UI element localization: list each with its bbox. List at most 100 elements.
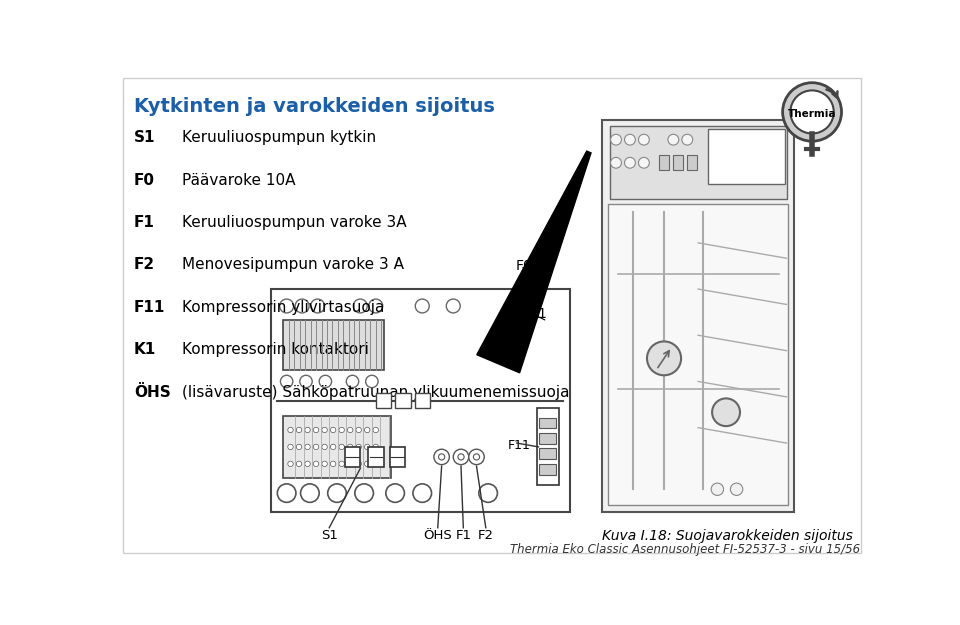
Circle shape — [446, 299, 460, 313]
Text: F1: F1 — [455, 529, 471, 542]
Circle shape — [468, 449, 484, 464]
Circle shape — [611, 158, 621, 168]
Circle shape — [750, 158, 761, 168]
Circle shape — [765, 158, 777, 168]
Text: Päävaroke 10A: Päävaroke 10A — [182, 173, 296, 188]
Circle shape — [297, 428, 301, 432]
Text: F11: F11 — [508, 439, 530, 452]
Text: F2: F2 — [134, 258, 156, 272]
Circle shape — [373, 428, 378, 432]
Circle shape — [365, 461, 370, 466]
Text: Kytkinten ja varokkeiden sijoitus: Kytkinten ja varokkeiden sijoitus — [134, 96, 494, 116]
Circle shape — [313, 444, 319, 449]
Circle shape — [347, 375, 359, 388]
Bar — [540, 449, 557, 459]
Bar — [368, 447, 383, 467]
Bar — [540, 418, 557, 428]
Circle shape — [369, 299, 383, 313]
Circle shape — [313, 428, 319, 432]
Circle shape — [300, 484, 319, 502]
Text: ÖHS: ÖHS — [423, 529, 452, 542]
Circle shape — [790, 91, 834, 134]
Text: F1: F1 — [134, 215, 155, 230]
Text: K1: K1 — [134, 342, 156, 357]
Bar — [609, 204, 788, 504]
Bar — [283, 320, 383, 370]
Circle shape — [313, 461, 319, 466]
Text: Thermia: Thermia — [788, 109, 836, 119]
Bar — [537, 408, 559, 486]
Circle shape — [366, 375, 378, 388]
Text: Thermia Eko Classic Asennusohjeet FI-52537-3 - sivu 15/56: Thermia Eko Classic Asennusohjeet FI-525… — [510, 543, 860, 556]
Bar — [602, 119, 794, 512]
Circle shape — [327, 484, 347, 502]
Circle shape — [339, 461, 345, 466]
Text: S1: S1 — [321, 529, 338, 542]
Circle shape — [365, 444, 370, 449]
Circle shape — [413, 484, 432, 502]
Circle shape — [330, 461, 336, 466]
Circle shape — [458, 454, 464, 460]
Text: (lisävaruste) Sähköpatruunan ylikuumenemissuoja: (lisävaruste) Sähköpatruunan ylikuumenem… — [182, 384, 569, 399]
Bar — [396, 393, 411, 408]
Text: Kompressorin kontaktori: Kompressorin kontaktori — [182, 342, 369, 357]
Circle shape — [277, 484, 296, 502]
Circle shape — [297, 461, 301, 466]
Circle shape — [356, 444, 361, 449]
Bar — [610, 126, 786, 199]
Circle shape — [611, 134, 621, 145]
Circle shape — [473, 454, 480, 460]
Bar — [540, 433, 557, 444]
Bar — [283, 416, 392, 478]
Bar — [659, 155, 669, 171]
Circle shape — [330, 428, 336, 432]
Bar — [271, 289, 569, 512]
Circle shape — [305, 444, 310, 449]
Circle shape — [731, 483, 743, 496]
Circle shape — [280, 375, 293, 388]
Text: F0: F0 — [516, 259, 532, 273]
Circle shape — [386, 484, 404, 502]
Circle shape — [295, 299, 309, 313]
Circle shape — [311, 299, 324, 313]
Circle shape — [288, 444, 293, 449]
Circle shape — [353, 299, 368, 313]
Circle shape — [668, 134, 679, 145]
Bar — [415, 393, 430, 408]
Text: F11: F11 — [134, 300, 165, 315]
Circle shape — [625, 158, 636, 168]
Circle shape — [300, 375, 312, 388]
Circle shape — [322, 428, 327, 432]
Circle shape — [625, 134, 636, 145]
Circle shape — [288, 428, 293, 432]
Circle shape — [305, 428, 310, 432]
Text: Keruuliuospumpun varoke 3A: Keruuliuospumpun varoke 3A — [182, 215, 407, 230]
Text: S1: S1 — [134, 131, 156, 146]
Circle shape — [373, 444, 378, 449]
Circle shape — [711, 483, 724, 496]
Circle shape — [373, 461, 378, 466]
Circle shape — [348, 444, 353, 449]
Circle shape — [279, 299, 294, 313]
Text: ÖHS: ÖHS — [134, 384, 171, 399]
Circle shape — [682, 134, 693, 145]
Text: F2: F2 — [478, 529, 493, 542]
Bar — [673, 155, 683, 171]
Polygon shape — [477, 151, 591, 372]
Text: K1: K1 — [529, 307, 547, 321]
Circle shape — [638, 134, 649, 145]
Bar — [708, 129, 784, 184]
Circle shape — [330, 444, 336, 449]
Circle shape — [288, 461, 293, 466]
Circle shape — [356, 428, 361, 432]
Circle shape — [439, 454, 444, 460]
Bar — [686, 155, 697, 171]
Circle shape — [297, 444, 301, 449]
Circle shape — [322, 444, 327, 449]
Circle shape — [712, 398, 740, 426]
Circle shape — [782, 82, 842, 141]
Circle shape — [479, 484, 497, 502]
Circle shape — [339, 428, 345, 432]
Circle shape — [348, 428, 353, 432]
Circle shape — [453, 449, 468, 464]
